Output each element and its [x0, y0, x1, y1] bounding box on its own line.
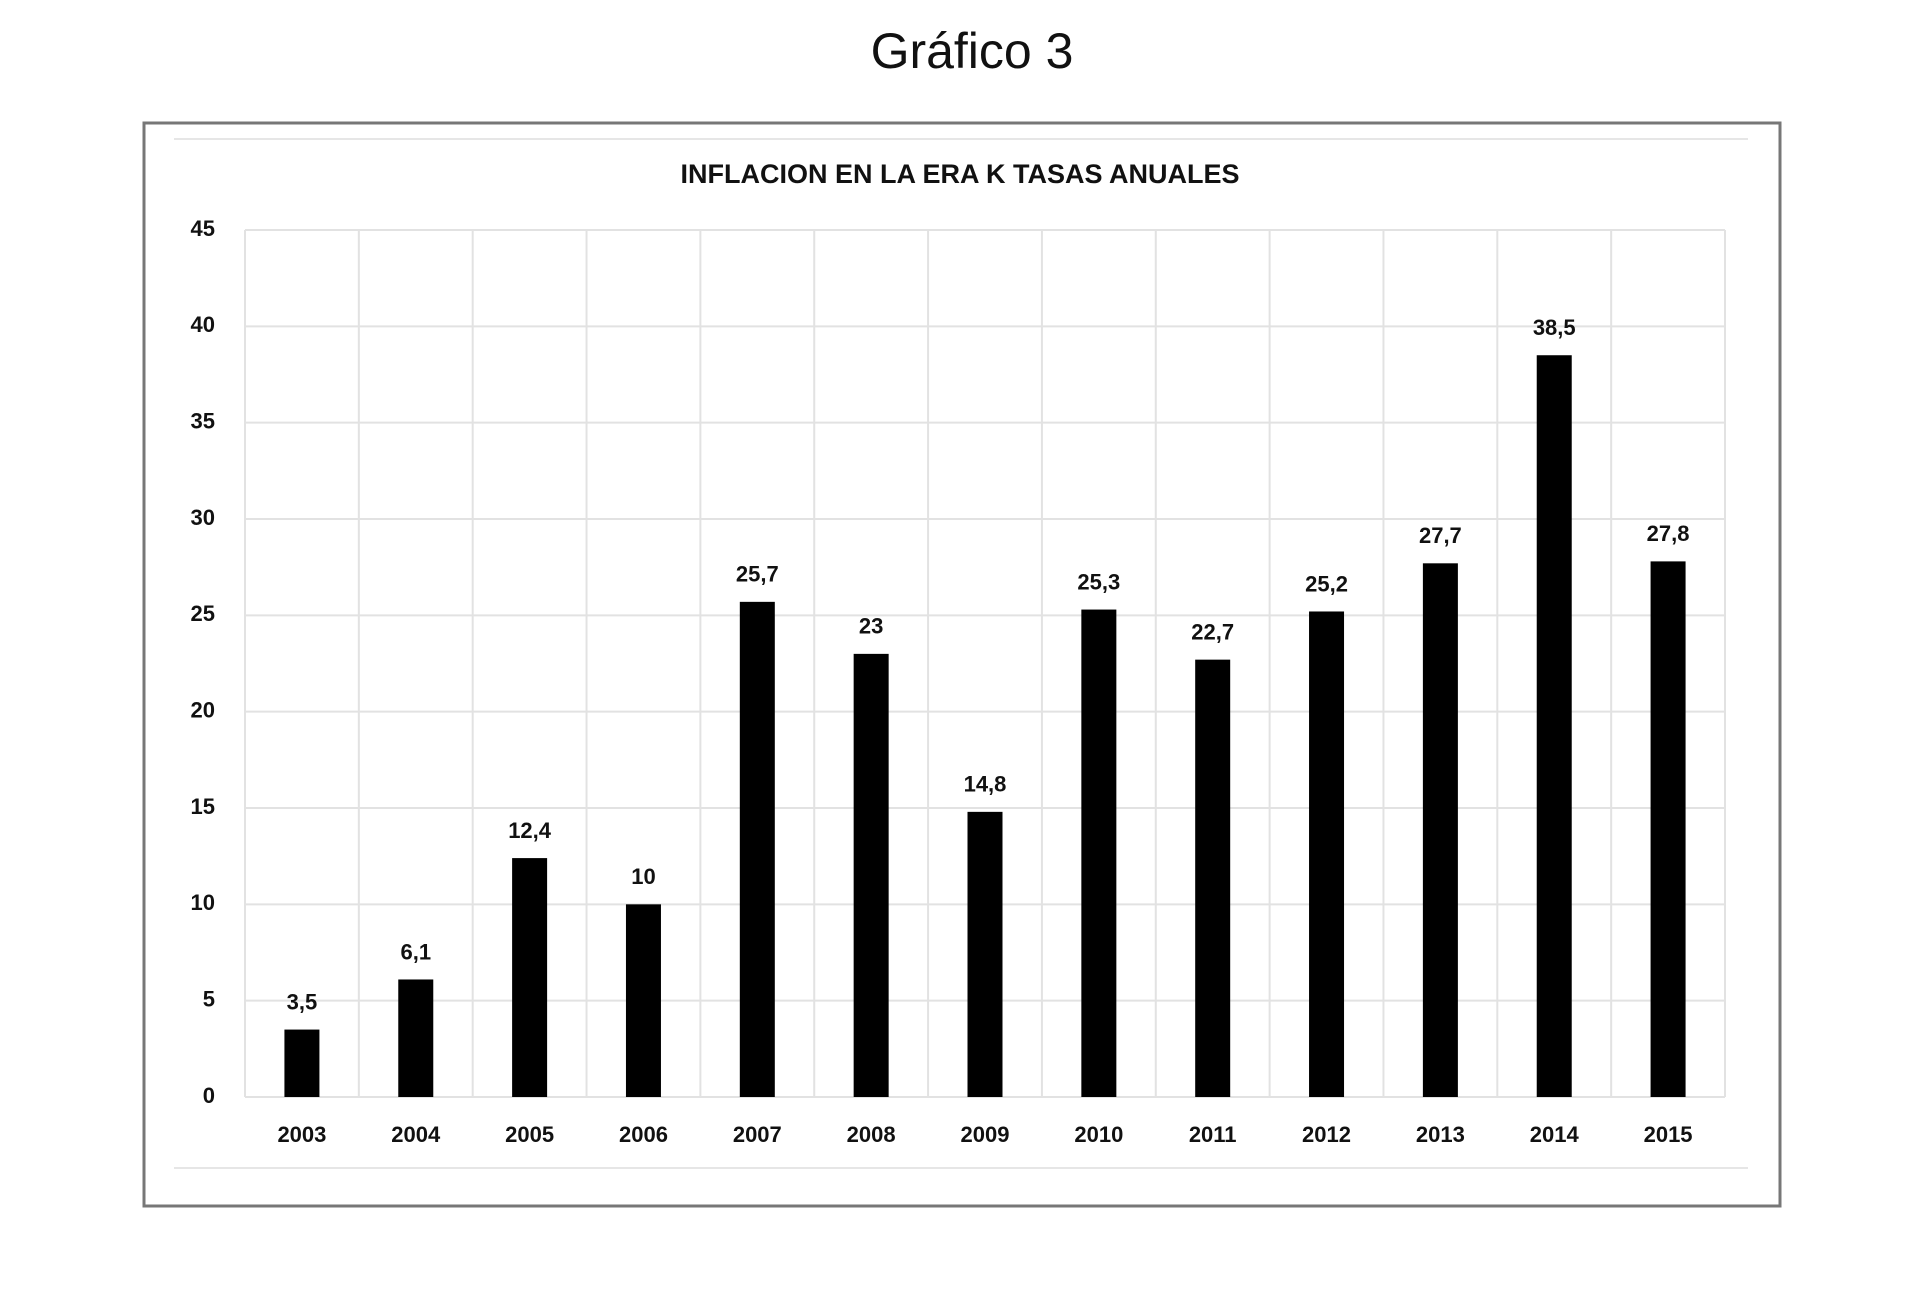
y-tick-label: 0: [203, 1083, 215, 1108]
y-tick-label: 35: [191, 408, 215, 433]
value-label: 12,4: [508, 818, 552, 843]
y-tick-label: 45: [191, 216, 215, 241]
value-label: 22,7: [1191, 619, 1234, 644]
value-label: 23: [859, 614, 883, 639]
x-tick-label: 2003: [277, 1122, 326, 1147]
value-label: 6,1: [400, 939, 431, 964]
value-label: 25,2: [1305, 571, 1348, 596]
x-tick-label: 2014: [1530, 1122, 1580, 1147]
y-tick-label: 30: [191, 505, 215, 530]
value-label: 25,7: [736, 562, 779, 587]
x-tick-label: 2010: [1074, 1122, 1123, 1147]
chart-frame: [142, 121, 1782, 1208]
value-label: 14,8: [964, 772, 1007, 797]
value-label: 27,7: [1419, 523, 1462, 548]
chart-subtitle: INFLACION EN LA ERA K TASAS ANUALES: [681, 159, 1240, 189]
y-tick-label: 40: [191, 312, 215, 337]
bar: [1650, 561, 1686, 1097]
x-tick-label: 2008: [847, 1122, 896, 1147]
y-tick-label: 15: [191, 794, 215, 819]
x-tick-label: 2006: [619, 1122, 668, 1147]
y-tick-label: 25: [191, 601, 215, 626]
chart-title: Gráfico 3: [871, 23, 1074, 79]
x-tick-label: 2011: [1189, 1122, 1237, 1147]
x-tick-label: 2009: [961, 1122, 1010, 1147]
value-label: 3,5: [287, 989, 318, 1014]
bar: [284, 1029, 320, 1097]
value-label: 38,5: [1533, 315, 1576, 340]
y-tick-label: 10: [191, 890, 215, 915]
y-tick-label: 5: [203, 986, 215, 1011]
value-label: 27,8: [1647, 521, 1690, 546]
value-label: 10: [631, 864, 655, 889]
bar: [398, 979, 434, 1097]
x-tick-label: 2015: [1644, 1122, 1693, 1147]
bar: [1081, 609, 1117, 1097]
bar: [739, 601, 775, 1097]
bar: [625, 904, 661, 1097]
bar: [512, 858, 548, 1097]
bar: [1422, 563, 1458, 1097]
bar: [853, 653, 889, 1097]
bar: [1195, 659, 1231, 1097]
y-tick-label: 20: [191, 697, 215, 722]
x-tick-label: 2013: [1416, 1122, 1465, 1147]
x-tick-label: 2005: [505, 1122, 554, 1147]
x-tick-label: 2007: [733, 1122, 782, 1147]
x-tick-label: 2012: [1302, 1122, 1351, 1147]
bar: [967, 811, 1003, 1097]
bar: [1536, 355, 1572, 1097]
bar: [1309, 611, 1345, 1097]
x-tick-label: 2004: [391, 1122, 441, 1147]
value-label: 25,3: [1077, 569, 1120, 594]
